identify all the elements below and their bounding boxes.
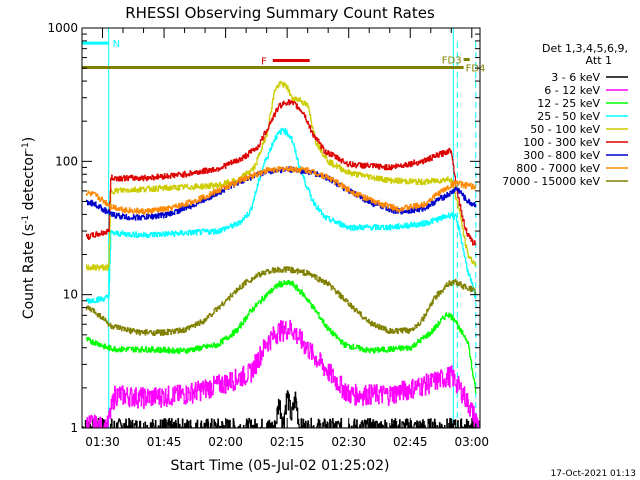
legend-label: 100 - 300 keV	[523, 136, 600, 149]
footer-date: 17-Oct-2021 01:13	[551, 469, 636, 479]
legend-label: 800 - 7000 keV	[516, 162, 600, 175]
y-tick-label: 100	[55, 154, 78, 168]
y-axis-label: Count Rate (s-1 detector-1)	[21, 137, 37, 319]
legend-label: 7000 - 15000 keV	[502, 175, 600, 188]
series-line-7000-15000-kev	[86, 266, 477, 336]
x-tick-label: 02:45	[393, 435, 428, 449]
y-tick-label: 10	[63, 288, 78, 302]
y-tick-label: 1000	[47, 21, 78, 35]
plot-area: N F FD3 FD4	[82, 28, 485, 428]
x-axis-label: Start Time (05-Jul-02 01:25:02)	[170, 458, 389, 474]
legend-label: 6 - 12 keV	[544, 84, 600, 97]
y-label-superscript-1: -1	[21, 215, 31, 224]
x-tick-label: 01:30	[85, 435, 120, 449]
y-tick-label: 1	[70, 421, 78, 435]
legend-header-2: Att 1	[586, 54, 612, 67]
series-line-300-800-kev	[86, 166, 477, 221]
x-tick-label: 02:15	[270, 435, 305, 449]
series-line-800-7000-kev	[86, 165, 477, 215]
flag-label-f: F	[261, 57, 267, 68]
series-line-6-12-kev	[86, 319, 480, 428]
legend-label: 12 - 25 keV	[537, 97, 600, 110]
flag-label-fd4: FD4	[466, 64, 486, 75]
series-line-50-100-kev	[86, 80, 477, 271]
plot-frame	[81, 27, 481, 429]
chart-title: RHESSI Observing Summary Count Rates	[125, 4, 435, 22]
series-group	[82, 28, 480, 428]
series-line-25-50-kev	[86, 127, 477, 304]
y-label-part-3: )	[21, 137, 37, 142]
x-tick-label: 03:00	[454, 435, 489, 449]
y-label-part-1: Count Rate (s	[21, 224, 37, 319]
legend-header-1: Det 1,3,4,5,6,9,	[542, 42, 628, 55]
series-line-12-25-kev	[86, 280, 477, 394]
x-tick-label: 01:45	[147, 435, 182, 449]
legend-label: 300 - 800 keV	[523, 149, 600, 162]
axes: 1 10 100 1000 01:30 01:45 02:00 02:15 02:30 02:45…	[47, 21, 489, 449]
series-line-100-300-kev	[86, 99, 477, 246]
series-line-3-6-kev	[82, 390, 480, 428]
legend-label: 3 - 6 keV	[551, 71, 600, 84]
legend-label: 25 - 50 keV	[537, 110, 600, 123]
legend-label: 50 - 100 keV	[530, 123, 600, 136]
x-tick-label: 02:00	[208, 435, 243, 449]
x-tick-label: 02:30	[331, 435, 366, 449]
flag-label-fd3: FD3	[442, 56, 462, 67]
y-label-part-2: detector	[21, 151, 37, 215]
flag-label-n: N	[113, 39, 120, 50]
y-label-superscript-2: -1	[21, 142, 31, 151]
